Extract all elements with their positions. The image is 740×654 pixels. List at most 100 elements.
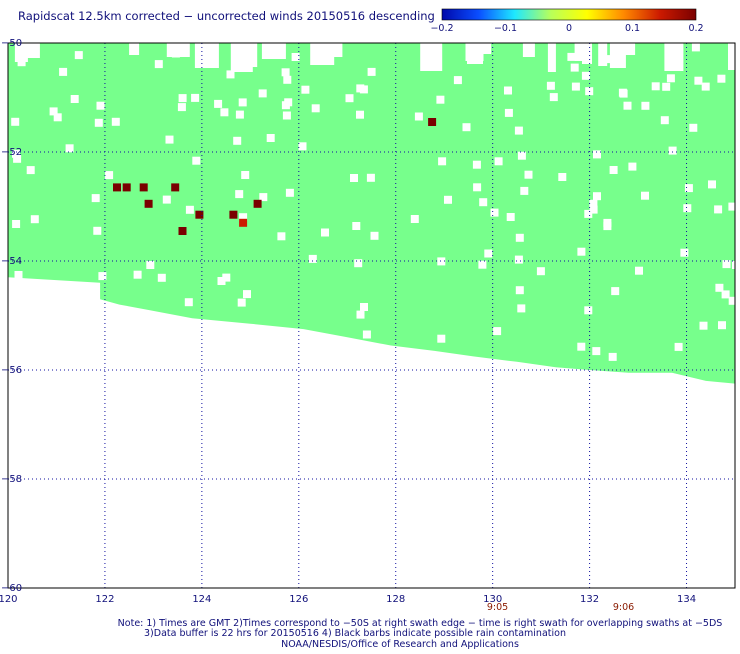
missing-cell (31, 215, 39, 223)
missing-cell (517, 304, 525, 312)
missing-cell (179, 94, 187, 102)
missing-cell (516, 286, 524, 294)
missing-cell (610, 43, 626, 68)
missing-cell (635, 267, 643, 275)
missing-cell (371, 232, 379, 240)
missing-cell (589, 200, 597, 208)
missing-cell (438, 157, 446, 165)
missing-cell (723, 260, 731, 268)
note-line-2: 3)Data buffer is 22 hrs for 20150516 4) … (144, 628, 566, 639)
missing-cell (94, 345, 102, 353)
missing-cell (610, 166, 618, 174)
x-tick-label: 126 (289, 594, 308, 605)
missing-cell (436, 96, 444, 104)
data-point (179, 227, 187, 235)
missing-cell (598, 43, 607, 66)
missing-cell (680, 249, 688, 257)
missing-cell (652, 82, 660, 90)
missing-cell (283, 112, 291, 120)
missing-cell (628, 163, 636, 171)
x-tick-label: 124 (192, 594, 211, 605)
missing-cell (93, 227, 101, 235)
missing-cell (478, 261, 486, 269)
missing-cell (186, 206, 194, 214)
missing-cell (286, 189, 294, 197)
missing-cell (479, 198, 487, 206)
missing-cell (71, 95, 79, 103)
missing-cell (282, 68, 290, 76)
missing-cell (11, 118, 19, 126)
missing-cell (732, 261, 740, 269)
time-label: 9:06 (613, 602, 634, 613)
missing-cell (220, 108, 228, 116)
missing-cell (685, 184, 693, 192)
missing-cell (356, 111, 364, 119)
missing-cell (172, 318, 180, 326)
missing-cell (593, 192, 601, 200)
missing-cell (717, 75, 725, 83)
colorbar-tick-label: 0.2 (688, 23, 703, 34)
missing-cell (708, 180, 716, 188)
missing-cell (192, 157, 200, 165)
missing-cell (664, 43, 683, 71)
missing-cell (493, 327, 501, 335)
missing-cell (282, 101, 290, 109)
missing-cell (669, 147, 677, 155)
missing-cell (301, 336, 309, 344)
missing-cell (437, 335, 445, 343)
missing-cell (235, 190, 243, 198)
missing-cell (491, 209, 499, 217)
missing-cell (95, 119, 103, 127)
missing-cell (267, 134, 275, 142)
missing-cell (523, 43, 535, 57)
time-label: 9:05 (487, 602, 508, 613)
y-tick-label: −54 (1, 256, 22, 267)
missing-cell (189, 346, 197, 354)
data-point (171, 183, 179, 191)
missing-cell (346, 94, 354, 102)
missing-cell (158, 274, 166, 282)
missing-cell (609, 353, 617, 361)
y-tick-label: −50 (1, 38, 22, 49)
missing-cell (352, 222, 360, 230)
missing-cell (15, 271, 23, 279)
missing-cell (584, 306, 592, 314)
missing-cell (238, 299, 246, 307)
missing-cell (548, 43, 556, 72)
missing-cell (567, 53, 575, 61)
missing-cell (31, 319, 39, 327)
missing-cell (236, 111, 244, 119)
missing-cell (683, 204, 691, 212)
missing-cell (75, 51, 83, 59)
missing-cell (129, 43, 139, 55)
missing-cell (211, 331, 219, 339)
missing-cell (700, 322, 708, 330)
missing-cell (444, 196, 452, 204)
missing-cell (191, 94, 199, 102)
x-tick-label: 122 (95, 594, 114, 605)
missing-cell (454, 76, 462, 84)
missing-cell (641, 192, 649, 200)
colorbar-tick-label: −0.1 (494, 23, 517, 34)
y-tick-label: −52 (1, 147, 22, 158)
missing-cell (515, 127, 523, 135)
missing-cell (27, 166, 35, 174)
missing-cell (214, 100, 222, 108)
missing-cell (694, 77, 702, 85)
missing-cell (350, 174, 358, 182)
missing-cell (463, 123, 471, 131)
missing-cell (484, 250, 492, 258)
y-tick-label: −58 (1, 474, 22, 485)
y-tick-label: −56 (1, 365, 22, 376)
data-point (428, 118, 436, 126)
data-point (239, 219, 247, 227)
missing-cell (299, 142, 307, 150)
missing-cell (692, 43, 700, 51)
missing-cell (411, 215, 419, 223)
missing-cell (312, 104, 320, 112)
missing-cell (558, 173, 566, 181)
missing-cell (537, 267, 545, 275)
